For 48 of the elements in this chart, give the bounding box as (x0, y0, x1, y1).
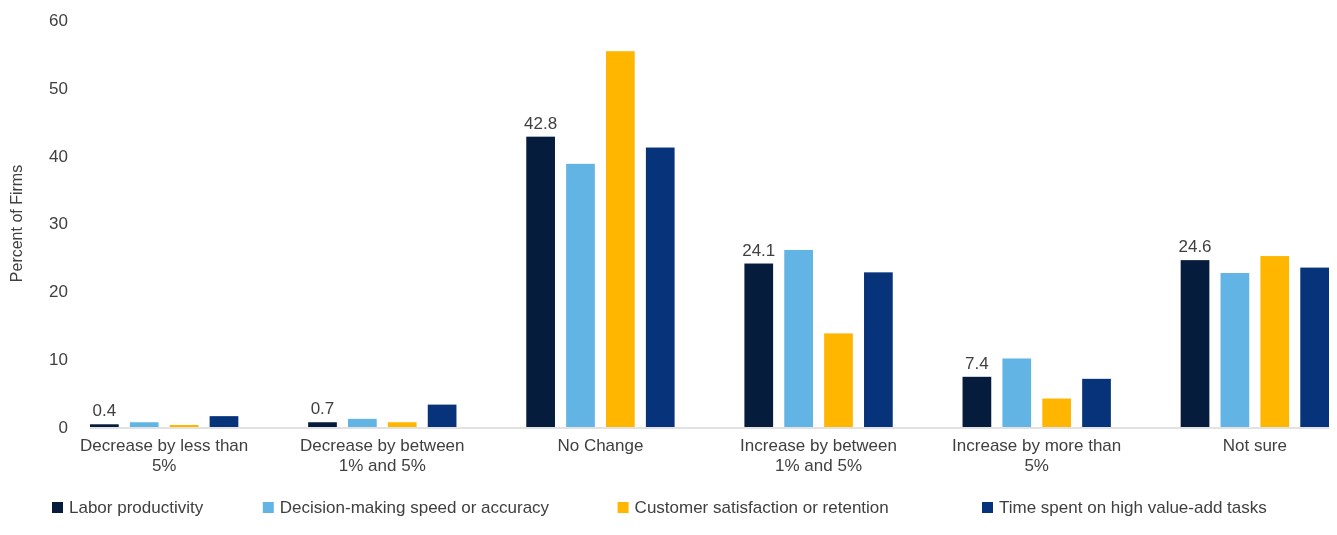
y-tick-label: 40 (49, 146, 68, 166)
y-tick-label: 60 (49, 10, 68, 30)
data-label: 24.1 (742, 240, 776, 260)
legend-label: Time spent on high value-add tasks (999, 498, 1267, 517)
x-tick-label: Increase by between 1% and 5% (740, 436, 898, 475)
bar (566, 163, 595, 427)
x-tick-label: Decrease by between 1% and 5% (300, 436, 465, 475)
y-tick-label: 20 (49, 282, 68, 302)
data-label: 42.8 (524, 113, 558, 133)
bar (348, 418, 377, 427)
bar (1002, 358, 1032, 427)
bar (1300, 267, 1329, 427)
bar (864, 272, 893, 427)
x-tick-label: Not sure (1222, 436, 1287, 455)
data-label: 0.7 (310, 399, 335, 419)
legend-label: Customer satisfaction or retention (634, 498, 889, 517)
y-axis-title: Percent of Firms (8, 164, 25, 283)
bar (784, 249, 813, 427)
data-label: 24.6 (1178, 237, 1212, 257)
bar (824, 333, 853, 427)
x-tick-label: No Change (557, 436, 644, 455)
y-tick-label: 0 (58, 417, 68, 437)
bar (1260, 256, 1290, 427)
bar (962, 376, 992, 427)
bar (209, 416, 239, 427)
bar (427, 404, 457, 427)
data-label: 7.4 (965, 353, 989, 373)
bar (1042, 398, 1071, 427)
bar (606, 51, 635, 427)
legend-label: Decision-making speed or accuracy (279, 498, 550, 517)
y-tick-label: 10 (49, 350, 68, 370)
y-tick-label: 50 (49, 78, 68, 98)
bar (744, 263, 774, 427)
bar (1180, 260, 1210, 427)
y-tick-label: 30 (49, 214, 68, 234)
bar (129, 422, 159, 427)
data-label: 0.4 (92, 401, 117, 421)
x-tick-label: Decrease by less than 5% (80, 436, 249, 475)
bar (169, 424, 199, 427)
x-tick-label: Increase by more than 5% (952, 436, 1122, 475)
bar (308, 422, 337, 427)
legend-label: Labor productivity (69, 498, 204, 517)
bar (387, 422, 417, 427)
bar (645, 147, 675, 427)
bar (1082, 378, 1111, 427)
bar (526, 136, 555, 427)
bar (90, 424, 119, 427)
bar (1220, 273, 1250, 427)
